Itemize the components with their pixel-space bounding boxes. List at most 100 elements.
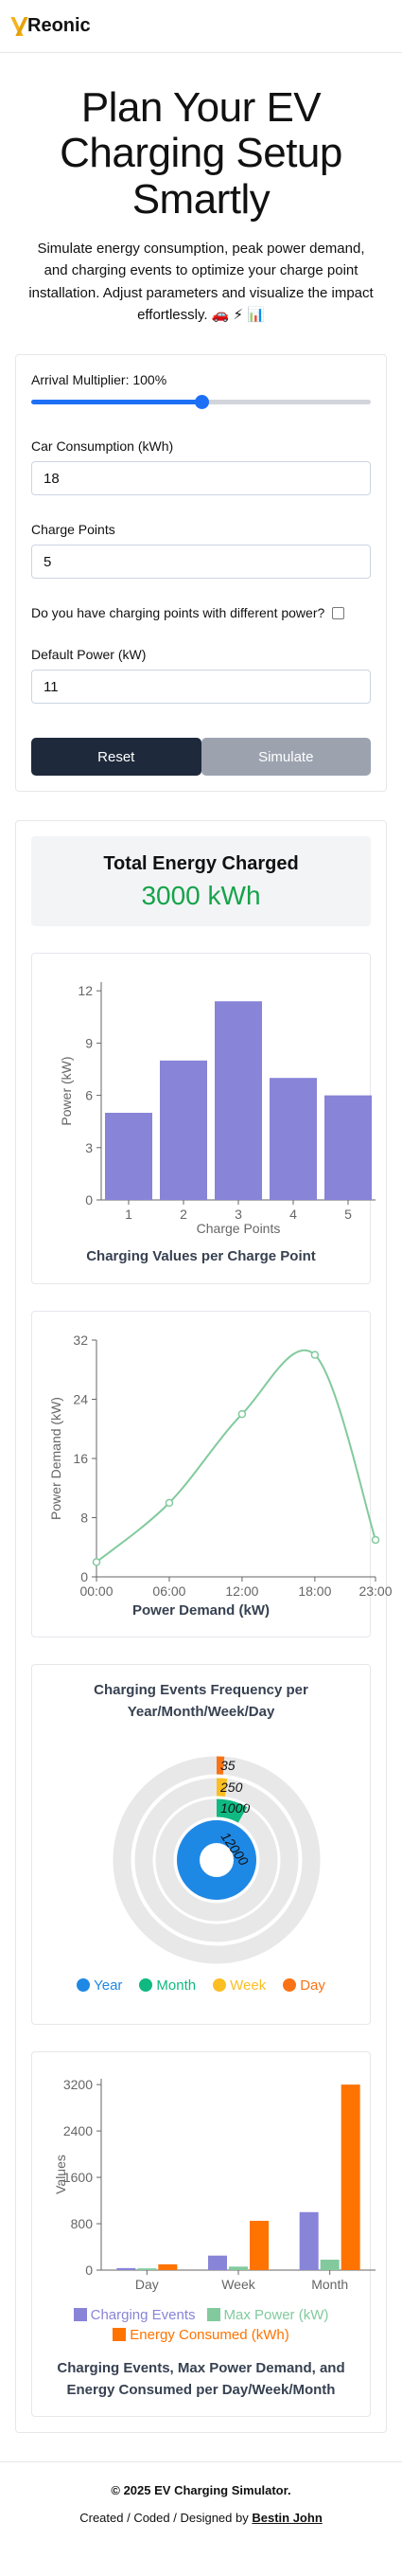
bar bbox=[116, 2268, 136, 2271]
form-actions: Reset Simulate bbox=[31, 738, 371, 777]
legend-label: Day bbox=[300, 1977, 325, 1995]
x-tick-label: 1 bbox=[125, 1207, 132, 1222]
y-tick-label: 0 bbox=[85, 2263, 93, 2278]
power-demand-chart-title: Power Demand (kW) bbox=[131, 1601, 271, 1619]
data-point bbox=[237, 1409, 247, 1419]
legend-label: Max Power (kW) bbox=[223, 2307, 329, 2324]
default-power-input[interactable]: 11 bbox=[31, 670, 371, 705]
radial-bar bbox=[113, 1756, 321, 1964]
legend-item[interactable]: Max Power (kW) bbox=[206, 2307, 329, 2324]
slider-fill bbox=[31, 400, 201, 405]
legend-label: Month bbox=[156, 1977, 197, 1995]
y-tick-label: 16 bbox=[73, 1451, 88, 1466]
bar bbox=[105, 1113, 152, 1201]
legend-item[interactable]: Month bbox=[139, 1977, 196, 1994]
x-axis-title: Charge Points bbox=[197, 1221, 281, 1236]
footer: © 2025 EV Charging Simulator. Created / … bbox=[0, 2461, 402, 2525]
power-demand-chart-card: 0 8 16 24 32 00:00 06:00 12:00 18:00 23:00 Power D… bbox=[31, 1310, 393, 1638]
car-consumption-input[interactable]: 18 bbox=[31, 461, 371, 496]
x-tick-label: 5 bbox=[344, 1207, 352, 1222]
bar bbox=[341, 2084, 360, 2271]
legend-label: Year bbox=[94, 1977, 123, 1995]
top-nav: Reonic bbox=[0, 0, 402, 53]
hero: Plan Your EV Charging Setup Smartly Simu… bbox=[0, 53, 402, 326]
charge-points-input[interactable]: 5 bbox=[31, 545, 371, 580]
x-tick-label: 00:00 bbox=[79, 1583, 113, 1596]
simulate-button[interactable]: Simulate bbox=[201, 738, 371, 777]
legend-item[interactable]: Year bbox=[77, 1977, 122, 1994]
data-point bbox=[371, 1535, 380, 1544]
bar bbox=[215, 1001, 262, 1201]
charge-points-label: Charge Points bbox=[31, 522, 115, 538]
y-tick-label: 3 bbox=[85, 1140, 93, 1155]
brand-name: Reonic bbox=[27, 15, 91, 36]
y-tick-label: 0 bbox=[85, 1192, 93, 1208]
bar bbox=[160, 1060, 207, 1201]
different-power-row: Do you have charging points with differe… bbox=[31, 605, 371, 620]
credit-line: Created / Coded / Designed by Bestin Joh… bbox=[0, 2511, 402, 2525]
charge-point-chart-card: 0 3 6 9 12 1 2 3 4 5 Charge Points Power (kW) Charg… bbox=[31, 953, 376, 1284]
x-tick-label: 3 bbox=[235, 1207, 242, 1222]
x-tick-label: Month bbox=[311, 2277, 348, 2292]
bar bbox=[250, 2221, 269, 2271]
radial-bar-label: 35 bbox=[220, 1758, 236, 1773]
radial-bar bbox=[155, 1798, 278, 1922]
total-energy-value: 3000 kWh bbox=[141, 881, 261, 911]
slider-thumb[interactable] bbox=[194, 395, 209, 410]
legend-swatch bbox=[139, 1978, 153, 1993]
radial-bar bbox=[134, 1778, 299, 1942]
legend-label: Charging Events bbox=[90, 2307, 196, 2324]
legend-item[interactable]: Day bbox=[283, 1977, 325, 1994]
arrival-multiplier-slider[interactable] bbox=[31, 395, 371, 410]
radial-bar bbox=[177, 1820, 256, 1901]
copyright: © 2025 EV Charging Simulator. bbox=[111, 2483, 291, 2498]
radial-bar-label: 1000 bbox=[220, 1800, 250, 1816]
bar bbox=[320, 2260, 340, 2271]
legend-item[interactable]: Energy Consumed (kWh) bbox=[113, 2327, 289, 2343]
different-power-checkbox[interactable] bbox=[332, 606, 345, 619]
legend-swatch bbox=[113, 2328, 127, 2342]
x-tick-label: Day bbox=[135, 2277, 159, 2292]
bar bbox=[299, 2211, 319, 2271]
charge-point-chart-title: Charging Values per Charge Point bbox=[86, 1248, 316, 1265]
x-tick-label: 2 bbox=[180, 1207, 187, 1222]
brand-logo[interactable]: Reonic bbox=[15, 15, 91, 37]
legend-swatch bbox=[206, 2308, 220, 2322]
bar bbox=[137, 2268, 157, 2271]
legend-item[interactable]: Week bbox=[213, 1977, 266, 1994]
x-tick-label: 06:00 bbox=[152, 1583, 185, 1596]
y-tick-label: 8 bbox=[80, 1510, 88, 1525]
power-demand-line bbox=[96, 1349, 376, 1563]
credit-prefix: Created / Coded / Designed by bbox=[79, 2511, 249, 2526]
different-power-label: Do you have charging points with differe… bbox=[31, 605, 325, 621]
x-tick-label: 18:00 bbox=[298, 1583, 331, 1596]
x-tick-label: Week bbox=[221, 2277, 256, 2292]
car-consumption-label: Car Consumption (kWh) bbox=[31, 438, 174, 455]
x-tick-label: 23:00 bbox=[358, 1583, 392, 1596]
y-tick-label: 3200 bbox=[63, 2077, 93, 2092]
legend-swatch bbox=[283, 1978, 297, 1993]
legend-item[interactable]: Charging Events bbox=[73, 2307, 196, 2324]
legend-swatch bbox=[73, 2308, 87, 2322]
results-panel: Total Energy Charged 3000 kWh 0 3 6 9 12 1 2 3 4… bbox=[15, 820, 393, 2434]
y-tick-label: 2400 bbox=[63, 2123, 93, 2138]
y-tick-label: 24 bbox=[73, 1391, 88, 1406]
legend-swatch bbox=[213, 1978, 227, 1993]
bar bbox=[208, 2255, 227, 2271]
bar bbox=[270, 1078, 317, 1201]
logo-icon bbox=[15, 17, 26, 36]
power-demand-line-chart: 0 8 16 24 32 00:00 06:00 12:00 18:00 23:00 Power D… bbox=[48, 1333, 393, 1599]
reset-button[interactable]: Reset bbox=[31, 738, 201, 777]
events-frequency-chart-card: Charging Events Frequency per Year/Month… bbox=[31, 1664, 371, 2026]
y-tick-label: 6 bbox=[85, 1088, 93, 1103]
y-tick-label: 12 bbox=[78, 983, 93, 998]
author-link[interactable]: Bestin John bbox=[252, 2511, 323, 2526]
events-summary-chart-card: 0 800 1600 2400 3200 Day Week Month Values Charg… bbox=[31, 2051, 376, 2418]
x-tick-label: 12:00 bbox=[225, 1583, 258, 1596]
radial-bar-label: 250 bbox=[219, 1780, 243, 1795]
y-tick-label: 1600 bbox=[63, 2170, 93, 2185]
arrival-multiplier-label: Arrival Multiplier: 100% bbox=[31, 372, 167, 388]
legend-swatch bbox=[77, 1978, 91, 1993]
